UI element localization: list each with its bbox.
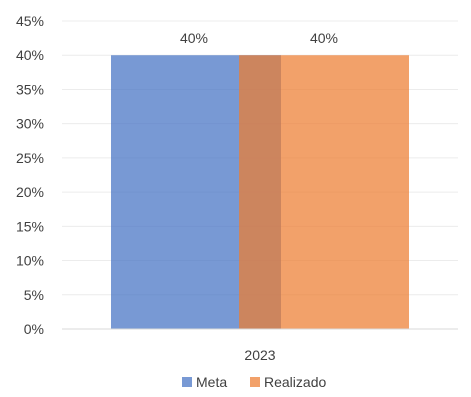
data-label-realizado: 40% (310, 30, 338, 46)
legend-label-meta: Meta (196, 374, 227, 390)
y-tick-label: 30% (16, 116, 44, 132)
y-tick-label: 45% (16, 13, 44, 29)
y-tick-label: 5% (24, 287, 44, 303)
y-tick-label: 25% (16, 150, 44, 166)
legend-swatch-realizado (250, 377, 260, 387)
y-tick-label: 35% (16, 81, 44, 97)
legend: Meta Realizado (182, 374, 326, 390)
y-tick-label: 40% (16, 47, 44, 63)
x-tick-label: 2023 (244, 347, 275, 363)
y-tick-label: 0% (24, 321, 44, 337)
legend-swatch-meta (182, 377, 192, 387)
y-tick-label: 10% (16, 253, 44, 269)
y-tick-label: 20% (16, 184, 44, 200)
data-labels: 40% 40% (180, 30, 338, 46)
y-tick-label: 15% (16, 218, 44, 234)
bar-realizado (239, 55, 409, 329)
data-label-meta: 40% (180, 30, 208, 46)
legend-label-realizado: Realizado (264, 374, 326, 390)
x-axis-tick-labels: 2023 (244, 347, 275, 363)
y-axis-tick-labels: 0% 5% 10% 15% 20% 25% 30% 35% 40% 45% (16, 13, 44, 337)
bars (111, 55, 409, 329)
